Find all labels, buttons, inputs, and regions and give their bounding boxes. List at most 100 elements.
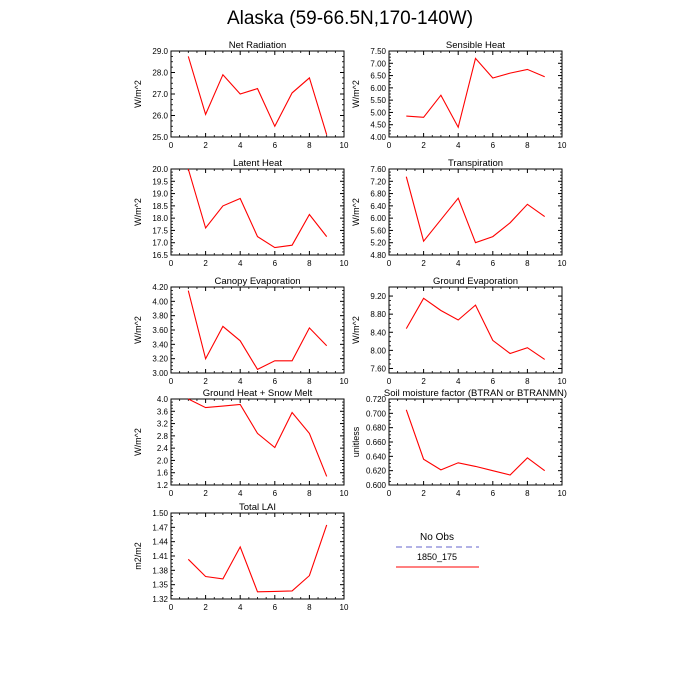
y-tick-label: 5.60 — [370, 226, 386, 235]
x-tick-label: 8 — [307, 603, 312, 612]
x-tick-label: 10 — [558, 377, 567, 386]
x-tick-label: 0 — [169, 259, 174, 268]
y-tick-label: 2.8 — [157, 432, 169, 441]
y-tick-label: 1.38 — [152, 566, 168, 575]
x-tick-label: 8 — [525, 141, 530, 150]
x-tick-label: 2 — [421, 141, 426, 150]
x-tick-label: 10 — [340, 141, 349, 150]
panel-title: Soil moisture factor (BTRAN or BTRANMN) — [384, 388, 567, 399]
x-tick-label: 10 — [340, 489, 349, 498]
y-tick-label: 9.20 — [370, 292, 386, 301]
panel-4: Transpiration W/m^2 0 2 4 6 8 10 4.80 5.20 5.60 6.0… — [351, 158, 567, 268]
x-tick-label: 0 — [387, 489, 392, 498]
series-line-1 — [406, 57, 545, 129]
y-tick-label: 29.0 — [152, 47, 168, 56]
y-tick-label: 2.4 — [157, 444, 169, 453]
y-tick-label: 8.00 — [370, 346, 386, 355]
y-tick-label: 1.50 — [152, 509, 168, 518]
y-tick-label: 6.40 — [370, 202, 386, 211]
y-tick-label: 19.5 — [152, 177, 168, 186]
y-tick-label: 7.20 — [370, 177, 386, 186]
x-tick-label: 0 — [387, 141, 392, 150]
x-tick-label: 2 — [421, 377, 426, 386]
x-tick-label: 8 — [307, 377, 312, 386]
y-tick-label: 8.80 — [370, 310, 386, 319]
series-line-1 — [187, 168, 328, 249]
x-tick-label: 2 — [203, 259, 208, 268]
panel-5: Canopy Evaporation W/m^2 0 2 4 6 8 10 3.00 3.20 3.… — [133, 276, 349, 386]
x-tick-label: 0 — [169, 377, 174, 386]
panel-title: Ground Evaporation — [433, 276, 518, 287]
y-tick-label: 3.00 — [152, 369, 168, 378]
x-tick-label: 10 — [340, 259, 349, 268]
x-tick-label: 10 — [558, 259, 567, 268]
y-tick-label: 26.0 — [152, 112, 168, 121]
y-tick-label: 18.0 — [152, 214, 168, 223]
y-tick-label: 4.0 — [157, 395, 169, 404]
y-tick-label: 3.2 — [157, 420, 169, 429]
y-tick-label: 6.00 — [370, 84, 386, 93]
series-line-1 — [187, 56, 328, 135]
y-axis-label: W/m^2 — [351, 80, 361, 108]
x-tick-label: 6 — [491, 377, 496, 386]
y-axis-label: W/m^2 — [351, 198, 361, 226]
y-tick-label: 7.60 — [370, 165, 386, 174]
y-tick-label: 0.720 — [366, 395, 387, 404]
y-tick-label: 3.20 — [152, 355, 168, 364]
panel-title: Sensible Heat — [446, 40, 506, 51]
plot-frame — [388, 398, 563, 486]
x-tick-label: 6 — [273, 259, 278, 268]
x-tick-label: 4 — [238, 259, 243, 268]
plot-frame — [388, 50, 563, 138]
y-tick-label: 25.0 — [152, 133, 168, 142]
y-tick-label: 5.50 — [370, 96, 386, 105]
y-tick-label: 4.20 — [152, 283, 168, 292]
y-axis-label: unitless — [351, 426, 361, 457]
x-tick-label: 0 — [169, 603, 174, 612]
y-tick-label: 1.35 — [152, 581, 168, 590]
y-tick-label: 3.6 — [157, 407, 169, 416]
y-tick-label: 0.680 — [366, 424, 387, 433]
x-tick-label: 4 — [456, 489, 461, 498]
x-tick-label: 8 — [307, 141, 312, 150]
y-axis-label: W/m^2 — [351, 316, 361, 344]
panel-3: Latent Heat W/m^2 0 2 4 6 8 10 16.5 17.0 17.5 18.0 1… — [133, 158, 349, 268]
plot-frame — [170, 512, 345, 600]
x-tick-label: 10 — [558, 141, 567, 150]
x-tick-label: 2 — [203, 489, 208, 498]
x-tick-label: 6 — [491, 141, 496, 150]
y-tick-label: 20.0 — [152, 165, 168, 174]
plot-frame — [170, 50, 345, 138]
y-tick-label: 0.700 — [366, 409, 387, 418]
y-tick-label: 4.00 — [152, 297, 168, 306]
y-tick-label: 6.50 — [370, 72, 386, 81]
y-tick-label: 0.620 — [366, 467, 387, 476]
y-tick-label: 1.47 — [152, 523, 168, 532]
legend-label-model: 1850_175 — [417, 552, 457, 562]
y-tick-label: 4.00 — [370, 133, 386, 142]
y-tick-label: 1.41 — [152, 552, 168, 561]
y-tick-label: 1.32 — [152, 595, 168, 604]
y-tick-label: 5.00 — [370, 108, 386, 117]
y-tick-label: 3.60 — [152, 326, 168, 335]
x-tick-label: 2 — [203, 603, 208, 612]
series-line-1 — [188, 398, 328, 477]
panel-8: Soil moisture factor (BTRAN or BTRANMN) u… — [351, 388, 567, 498]
plot-frame — [388, 286, 563, 374]
x-tick-label: 2 — [203, 141, 208, 150]
x-tick-label: 0 — [169, 489, 174, 498]
x-tick-label: 10 — [340, 603, 349, 612]
y-tick-label: 3.80 — [152, 312, 168, 321]
y-tick-label: 6.80 — [370, 190, 386, 199]
panel-9: Total LAI m2/m2 0 2 4 6 8 10 1.32 1.35 1.38 1.41 1.4… — [133, 502, 349, 612]
x-tick-label: 8 — [307, 259, 312, 268]
x-tick-label: 8 — [525, 489, 530, 498]
plot-frame — [170, 286, 345, 374]
series-line-1 — [187, 524, 328, 593]
x-tick-label: 8 — [525, 259, 530, 268]
y-tick-label: 6.00 — [370, 214, 386, 223]
x-tick-label: 6 — [273, 141, 278, 150]
panel-title: Net Radiation — [229, 40, 287, 51]
